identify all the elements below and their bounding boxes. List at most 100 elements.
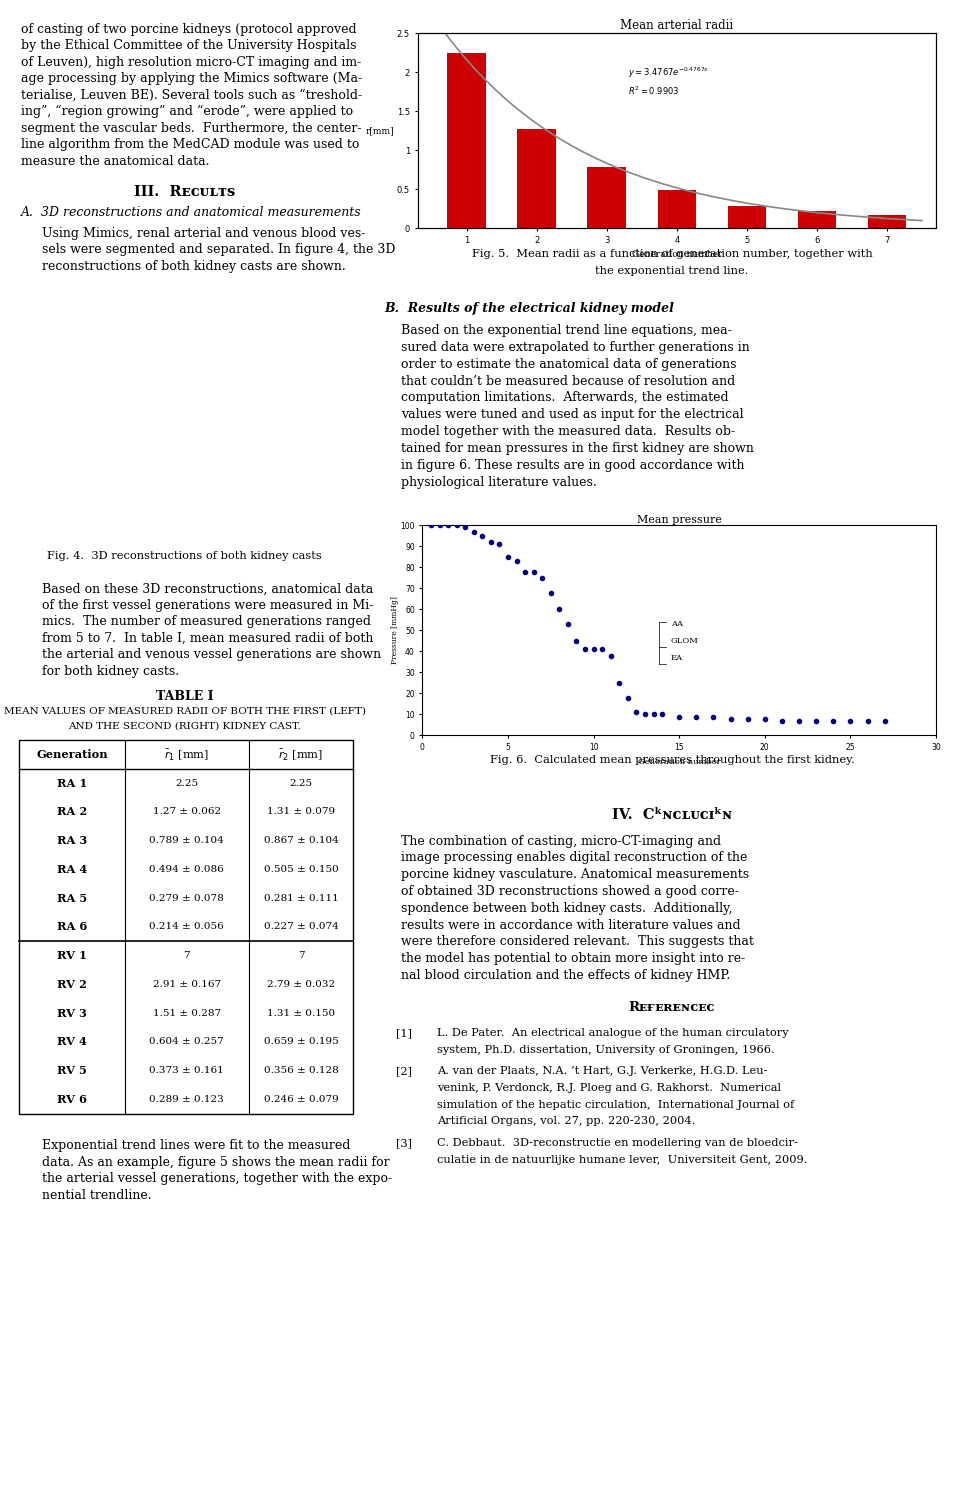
Text: data. As an example, figure 5 shows the mean radii for: data. As an example, figure 5 shows the … [42,1156,390,1169]
Text: terialise, Leuven BE). Several tools such as “treshold-: terialise, Leuven BE). Several tools suc… [21,89,362,102]
Text: 0.289 ± 0.123: 0.289 ± 0.123 [150,1094,224,1103]
Text: TABLE I: TABLE I [156,690,213,704]
Text: 0.356 ± 0.128: 0.356 ± 0.128 [264,1066,338,1075]
Point [723,707,738,731]
Text: 0.227 ± 0.074: 0.227 ± 0.074 [264,923,338,931]
Point [646,702,661,726]
Text: Fig. 6.  Calculated mean pressures throughout the first kidney.: Fig. 6. Calculated mean pressures throug… [490,755,854,766]
Text: line algorithm from the MedCAD module was used to: line algorithm from the MedCAD module wa… [21,138,359,152]
Text: RA 6: RA 6 [57,922,87,932]
Text: the arterial and venous vessel generations are shown: the arterial and venous vessel generatio… [42,648,381,662]
Text: B.  Results of the electrical kidney model: B. Results of the electrical kidney mode… [384,302,674,315]
Text: [3]: [3] [396,1138,412,1148]
Bar [868,215,906,228]
Point [620,686,636,710]
Bar [19,740,353,1114]
Point [876,708,892,732]
Text: Based on these 3D reconstructions, anatomical data: Based on these 3D reconstructions, anato… [42,582,373,596]
Text: sels were segmented and separated. In figure 4, the 3D: sels were segmented and separated. In fi… [42,243,396,257]
Text: A. van der Plaats, N.A. ’t Hart, G.J. Verkerke, H.G.D. Leu-: A. van der Plaats, N.A. ’t Hart, G.J. Ve… [437,1066,767,1076]
Text: Fig. 5.  Mean radii as a function of generation number, together with: Fig. 5. Mean radii as a function of gene… [471,249,873,260]
Point [517,560,533,584]
Text: for both kidney casts.: for both kidney casts. [42,665,180,678]
Text: $R^2 = 0.9903$: $R^2 = 0.9903$ [628,86,679,98]
Text: RA 4: RA 4 [57,865,87,875]
Text: 0.373 ± 0.161: 0.373 ± 0.161 [150,1066,224,1075]
Text: MEAN VALUES OF MEASURED RADII OF BOTH THE FIRST (LEFT): MEAN VALUES OF MEASURED RADII OF BOTH TH… [4,707,366,716]
Point [688,704,704,728]
Text: simulation of the hepatic circulation,  International Journal of: simulation of the hepatic circulation, I… [437,1100,794,1109]
Point [629,701,644,725]
X-axis label: Generation number: Generation number [632,251,722,260]
Text: 0.867 ± 0.104: 0.867 ± 0.104 [264,836,338,845]
Point [603,644,618,668]
Text: 0.494 ± 0.086: 0.494 ± 0.086 [150,865,224,874]
Point [577,638,592,662]
Text: tained for mean pressures in the first kidney are shown: tained for mean pressures in the first k… [401,441,755,455]
Point [740,707,756,731]
Point [423,513,439,537]
Point [808,708,824,732]
Text: age processing by applying the Mimics software (Ma-: age processing by applying the Mimics so… [21,72,362,86]
X-axis label: Generation number: Generation number [637,758,721,766]
Point [671,704,686,728]
Text: Artificial Organs, vol. 27, pp. 220-230, 2004.: Artificial Organs, vol. 27, pp. 220-230,… [437,1117,695,1126]
Point [458,515,473,539]
Text: of obtained 3D reconstructions showed a good corre-: of obtained 3D reconstructions showed a … [401,886,739,898]
Text: 0.505 ± 0.150: 0.505 ± 0.150 [264,865,338,874]
Text: RV 2: RV 2 [57,979,87,989]
Text: RV 3: RV 3 [57,1007,87,1019]
Point [483,530,498,554]
Point [467,519,481,543]
Text: 0.279 ± 0.078: 0.279 ± 0.078 [150,893,224,902]
Point [843,708,858,732]
Text: 0.659 ± 0.195: 0.659 ± 0.195 [264,1037,338,1046]
Text: GLOM: GLOM [671,636,699,645]
Point [552,597,567,621]
Point [500,545,516,569]
Point [441,513,456,537]
Text: Fig. 4.  3D reconstructions of both kidney casts: Fig. 4. 3D reconstructions of both kidne… [47,551,323,561]
Point [535,566,550,590]
Text: III.  Rᴇᴄᴜʟᴛѕ: III. Rᴇᴄᴜʟᴛѕ [134,185,235,198]
Y-axis label: Pressure [mmHg]: Pressure [mmHg] [391,596,398,665]
Text: IV.  Cᵏɴᴄʟᴜᴄɪᵏɴ: IV. Cᵏɴᴄʟᴜᴄɪᵏɴ [612,808,732,821]
Point [561,612,576,636]
Point [449,513,465,537]
Text: sured data were extrapolated to further generations in: sured data were extrapolated to further … [401,341,750,354]
Text: from 5 to 7.  In table I, mean measured radii of both: from 5 to 7. In table I, mean measured r… [42,632,373,645]
Text: venink, P. Verdonck, R.J. Ploeg and G. Rakhorst.  Numerical: venink, P. Verdonck, R.J. Ploeg and G. R… [437,1082,780,1093]
Text: values were tuned and used as input for the electrical: values were tuned and used as input for … [401,408,744,422]
Point [509,549,524,573]
Y-axis label: r[mm]: r[mm] [366,126,395,135]
Text: 1.31 ± 0.150: 1.31 ± 0.150 [267,1009,335,1018]
Text: AA: AA [671,620,683,629]
Text: RA 1: RA 1 [57,778,87,788]
Text: 1.31 ± 0.079: 1.31 ± 0.079 [267,808,335,817]
Text: RV 4: RV 4 [57,1036,87,1048]
Text: 2.91 ± 0.167: 2.91 ± 0.167 [153,980,221,989]
Point [526,560,541,584]
Text: results were in accordance with literature values and: results were in accordance with literatu… [401,919,741,932]
Title: Mean arterial radii: Mean arterial radii [620,20,733,32]
Text: physiological literature values.: physiological literature values. [401,476,597,488]
Text: in figure 6. These results are in good accordance with: in figure 6. These results are in good a… [401,459,745,471]
Text: 0.604 ± 0.257: 0.604 ± 0.257 [150,1037,224,1046]
Text: nential trendline.: nential trendline. [42,1189,152,1202]
Text: RV 1: RV 1 [57,950,87,961]
Text: mics.  The number of measured generations ranged: mics. The number of measured generations… [42,615,372,629]
Text: $\bar{r}_2$ [mm]: $\bar{r}_2$ [mm] [278,747,324,763]
Text: EA: EA [671,654,683,662]
Text: nal blood circulation and the effects of kidney HMP.: nal blood circulation and the effects of… [401,970,731,982]
Text: were therefore considered relevant.  This suggests that: were therefore considered relevant. This… [401,935,755,949]
Bar [798,212,836,228]
Text: the exponential trend line.: the exponential trend line. [595,266,749,276]
Text: 7: 7 [298,952,304,961]
Text: 2.79 ± 0.032: 2.79 ± 0.032 [267,980,335,989]
Text: 1.27 ± 0.062: 1.27 ± 0.062 [153,808,221,817]
Text: of casting of two porcine kidneys (protocol approved: of casting of two porcine kidneys (proto… [21,23,357,36]
Text: 0.246 ± 0.079: 0.246 ± 0.079 [264,1094,338,1103]
Text: the arterial vessel generations, together with the expo-: the arterial vessel generations, togethe… [42,1172,393,1186]
Point [655,702,670,726]
Point [586,638,601,662]
